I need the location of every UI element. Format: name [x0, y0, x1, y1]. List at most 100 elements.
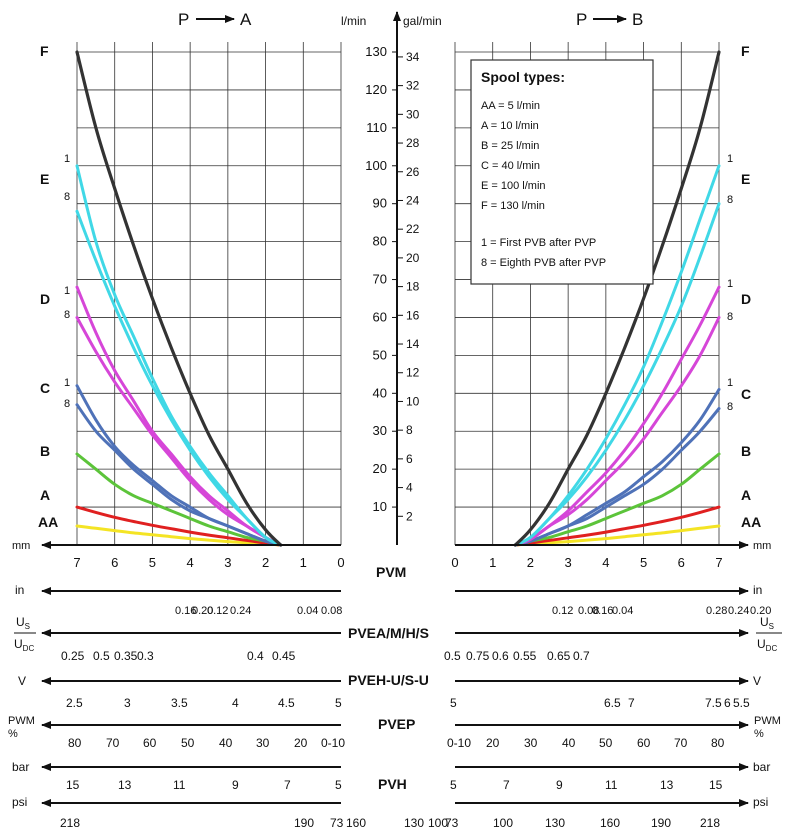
- in-right-1: 0.08: [578, 605, 599, 617]
- bar-left-1: 13: [118, 778, 132, 792]
- pvea-left-5: 0.45: [272, 649, 296, 663]
- right-label-c-first: 1: [727, 377, 733, 389]
- pveh-left-4: 4.5: [278, 696, 295, 710]
- v-unit-left: V: [18, 674, 26, 688]
- right-label-aa: AA: [741, 514, 761, 530]
- left-us-subscript: S: [25, 622, 30, 631]
- galmin-tick-label: 24: [406, 193, 420, 207]
- right-label-b: B: [741, 443, 751, 459]
- lmin-tick-label: 120: [365, 82, 387, 97]
- pwm-unit-left: PWM: [8, 715, 35, 727]
- galmin-tick-label: 30: [406, 107, 420, 121]
- pvep-scale-row: PVEP PWM % PWM % 80 70 60 50 40 30 20 0-…: [8, 715, 781, 750]
- galmin-tick-label: 12: [406, 366, 420, 380]
- pvea-right-3: 0.55: [513, 649, 537, 663]
- pvep-left-0: 80: [68, 736, 82, 750]
- pvea-left-1: 0.5: [93, 649, 110, 663]
- left-curve-a: [75, 505, 283, 547]
- left-curve-c1: [75, 384, 283, 547]
- right-label-d-eighth: 8: [727, 311, 733, 323]
- pvep-right-4: 50: [599, 736, 613, 750]
- pveh-right-5: 5.5: [733, 696, 750, 710]
- right-mm-tick-label: 4: [602, 555, 609, 570]
- legend-line-a: A = 10 l/min: [481, 120, 539, 132]
- legend-line-aa: AA = 5 l/min: [481, 100, 540, 112]
- right-mm-tick-labels: 0 1 2 3 4 5 6 7: [451, 555, 722, 570]
- right-label-c: C: [741, 386, 751, 402]
- pvep-right-6: 70: [674, 736, 688, 750]
- pvep-right-1: 20: [486, 736, 500, 750]
- left-mm-tick-labels: 7 6 5 4 3 2 1 0: [73, 555, 344, 570]
- pvea-left-4: 0.4: [247, 649, 264, 663]
- left-header-to: A: [240, 10, 252, 29]
- galmin-tick-label: 8: [406, 423, 413, 437]
- bar-left-2: 11: [173, 778, 186, 792]
- psi-right-3: 160: [600, 816, 620, 830]
- right-curve-b: [513, 452, 721, 547]
- pvea-right-5: 0.7: [573, 649, 590, 663]
- left-label-e: E: [40, 171, 49, 187]
- bar-left-5: 5: [335, 778, 342, 792]
- left-label-d: D: [40, 291, 50, 307]
- psi-unit-right: psi: [753, 795, 768, 809]
- galmin-tick-label: 14: [406, 337, 420, 351]
- right-header-to: B: [632, 10, 643, 29]
- pvep-left-3: 50: [181, 736, 195, 750]
- legend-box: [470, 59, 654, 285]
- pveh-left-2: 3.5: [171, 696, 188, 710]
- bar-left-3: 9: [232, 778, 239, 792]
- galmin-tick-label: 4: [406, 481, 413, 495]
- left-header-from: P: [178, 10, 189, 29]
- psi-left-1: 190: [294, 816, 314, 830]
- left-mm-tick-label: 7: [73, 555, 80, 570]
- in-left-1: 0.20: [192, 605, 213, 617]
- in-left-3: 0.24: [230, 605, 251, 617]
- left-label-c: C: [40, 380, 50, 396]
- pveh-right-2: 7: [628, 696, 635, 710]
- left-curves: [75, 50, 283, 547]
- right-header-from: P: [576, 10, 587, 29]
- galmin-tick-label: 22: [406, 222, 420, 236]
- bar-unit-left: bar: [12, 760, 29, 774]
- galmin-unit-label: gal/min: [403, 14, 442, 28]
- pwm-percent-right: %: [754, 728, 764, 740]
- v-unit-right: V: [753, 674, 761, 688]
- lmin-tick-label: 110: [366, 120, 387, 135]
- pvea-right-2: 0.6: [492, 649, 509, 663]
- lmin-unit-label: l/min: [341, 14, 366, 28]
- lmin-tick-label: 90: [373, 196, 387, 211]
- right-label-c-eighth: 8: [727, 401, 733, 413]
- bar-right-0: 5: [450, 778, 457, 792]
- svg-text:US: US: [16, 615, 30, 631]
- right-label-e-eighth: 8: [727, 194, 733, 206]
- left-label-d-eighth: 8: [64, 309, 70, 321]
- pvep-left-4: 40: [219, 736, 233, 750]
- left-us-udc-unit: US UDC: [14, 615, 36, 653]
- right-us-udc-unit: US UDC: [756, 615, 782, 653]
- legend-title: Spool types:: [481, 69, 565, 85]
- right-label-d-first: 1: [727, 278, 733, 290]
- psi-right-5: 218: [700, 816, 720, 830]
- right-curve-e1: [513, 164, 721, 547]
- left-curve-e1: [75, 164, 283, 547]
- right-curve-c8: [513, 407, 721, 547]
- lmin-tick-label: 40: [373, 385, 387, 400]
- galmin-tick-label: 2: [406, 509, 413, 523]
- left-label-c-eighth: 8: [64, 398, 70, 410]
- legend-line-e: E = 100 l/min: [481, 180, 546, 192]
- psi-right-1: 100: [493, 816, 513, 830]
- right-udc-subscript: DC: [766, 644, 778, 653]
- right-mm-tick-label: 7: [715, 555, 722, 570]
- pvh-title: PVH: [378, 776, 407, 792]
- psi-left-3: 160: [346, 816, 366, 830]
- pvm-title: PVM: [376, 564, 406, 580]
- in-left-4: 0.04: [297, 605, 318, 617]
- bar-left-4: 7: [284, 778, 291, 792]
- psi-left-5: 100: [428, 816, 448, 830]
- pvep-right-7: 80: [711, 736, 725, 750]
- lmin-tick-label: 50: [373, 347, 387, 362]
- pwm-unit-right: PWM: [754, 715, 781, 727]
- in-unit-right: in: [753, 583, 762, 597]
- left-label-b: B: [40, 443, 50, 459]
- left-label-f: F: [40, 43, 49, 59]
